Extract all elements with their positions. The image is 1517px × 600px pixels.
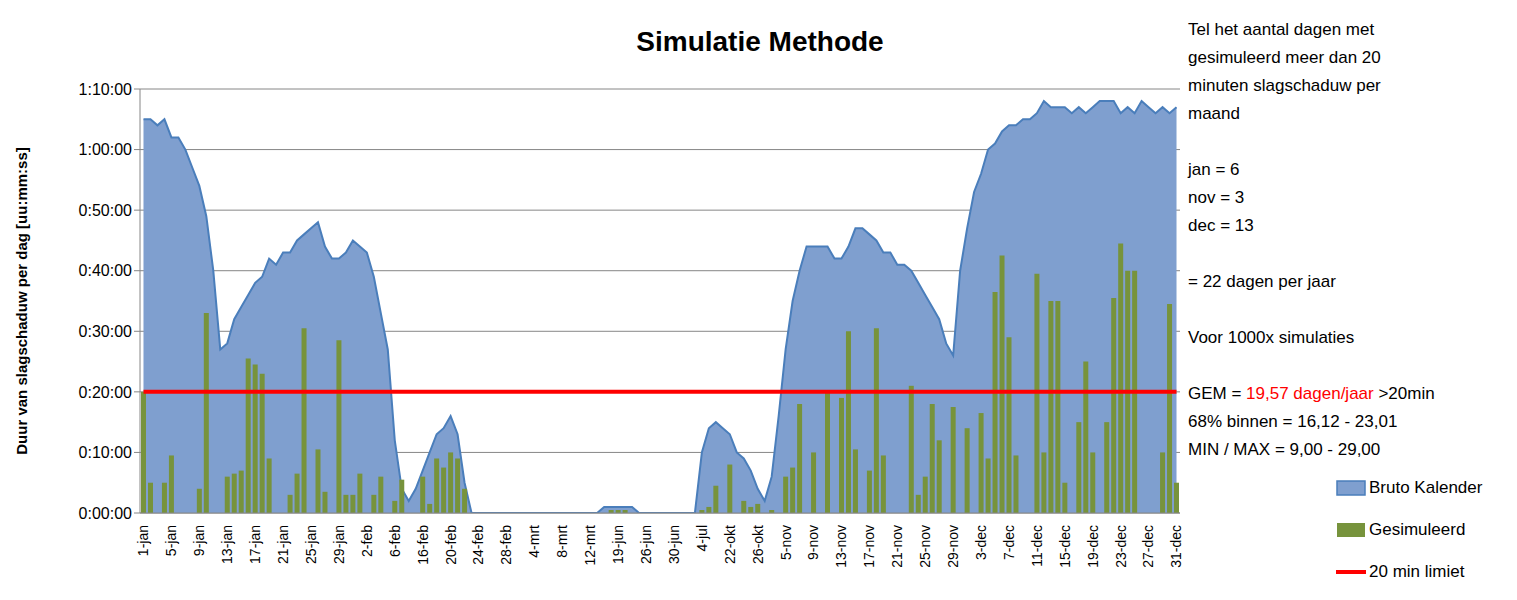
html-text:MIN / MAX = 9,00 - 29,00: MIN / MAX = 9,00 - 29,00 <box>1188 440 1381 459</box>
svg-text:2-feb: 2-feb <box>359 525 375 557</box>
svg-text:13-jan: 13-jan <box>219 525 235 564</box>
html-text:Bruto Kalender: Bruto Kalender <box>1369 478 1483 497</box>
svg-text:21-nov: 21-nov <box>889 525 905 568</box>
svg-text:11-dec: 11-dec <box>1029 525 1045 567</box>
svg-text:22-okt: 22-okt <box>722 525 738 564</box>
svg-text:6-feb: 6-feb <box>387 525 403 557</box>
svg-text:16-feb: 16-feb <box>415 525 431 565</box>
svg-text:13-nov: 13-nov <box>833 525 849 568</box>
svg-text:27-dec: 27-dec <box>1140 525 1156 568</box>
svg-text:28-feb: 28-feb <box>498 525 514 565</box>
svg-text:3-dec: 3-dec <box>973 525 989 560</box>
svg-text:26-okt: 26-okt <box>750 525 766 564</box>
svg-text:24-feb: 24-feb <box>470 525 486 565</box>
svg-text:1:00:00: 1:00:00 <box>79 141 132 158</box>
svg-text:0:20:00: 0:20:00 <box>79 384 132 401</box>
html-text:Simulatie Methode: Simulatie Methode <box>636 26 884 57</box>
html-text:gesimuleerd meer dan 20: gesimuleerd meer dan 20 <box>1188 48 1381 67</box>
svg-text:29-jan: 29-jan <box>331 525 347 564</box>
html-text:Gesimuleerd: Gesimuleerd <box>1369 520 1466 539</box>
svg-text:0:00:00: 0:00:00 <box>79 505 132 522</box>
svg-text:26-jun: 26-jun <box>638 525 654 564</box>
html-text:jan = 6: jan = 6 <box>1188 160 1240 179</box>
svg-text:17-nov: 17-nov <box>861 525 877 568</box>
svg-text:4-jul: 4-jul <box>694 525 710 551</box>
html-text:Tel het aantal dagen met: Tel het aantal dagen met <box>1188 20 1375 39</box>
svg-text:0:50:00: 0:50:00 <box>79 202 132 219</box>
svg-text:25-nov: 25-nov <box>917 525 933 568</box>
svg-text:0:30:00: 0:30:00 <box>79 323 132 340</box>
svg-text:5-nov: 5-nov <box>778 525 794 560</box>
svg-text:1:10:00: 1:10:00 <box>79 81 132 98</box>
html-text:GEM = 19,57 dagen/jaar >20min: GEM = 19,57 dagen/jaar >20min <box>1188 384 1435 403</box>
svg-text:25-jan: 25-jan <box>303 525 319 564</box>
html-text:dec = 13: dec = 13 <box>1188 216 1254 235</box>
html-text:Duur van slagschaduw per dag [: Duur van slagschaduw per dag [uu:mm:ss] <box>13 147 30 455</box>
svg-text:29-nov: 29-nov <box>945 525 961 568</box>
svg-text:4-mrt: 4-mrt <box>526 525 542 558</box>
html-text:68% binnen = 16,12 - 23,01: 68% binnen = 16,12 - 23,01 <box>1188 412 1398 431</box>
svg-text:5-jan: 5-jan <box>163 525 179 556</box>
svg-text:0:40:00: 0:40:00 <box>79 262 132 279</box>
svg-text:20-feb: 20-feb <box>443 525 459 565</box>
html-text:maand: maand <box>1188 104 1240 123</box>
svg-text:9-nov: 9-nov <box>805 525 821 560</box>
svg-text:19-dec: 19-dec <box>1085 525 1101 568</box>
svg-text:9-jan: 9-jan <box>191 525 207 556</box>
svg-text:7-dec: 7-dec <box>1001 525 1017 560</box>
html-text:Voor 1000x simulaties: Voor 1000x simulaties <box>1188 328 1355 347</box>
html-text:20 min limiet: 20 min limiet <box>1369 562 1465 581</box>
svg-text:21-jan: 21-jan <box>275 525 291 564</box>
svg-text:15-dec: 15-dec <box>1057 525 1073 568</box>
svg-text:31-dec: 31-dec <box>1168 525 1184 568</box>
svg-text:12-mrt: 12-mrt <box>582 525 598 566</box>
svg-text:19-jun: 19-jun <box>610 525 626 564</box>
svg-text:23-dec: 23-dec <box>1113 525 1129 568</box>
svg-text:0:10:00: 0:10:00 <box>79 444 132 461</box>
html-text:minuten slagschaduw per: minuten slagschaduw per <box>1188 76 1381 95</box>
html-text:= 22 dagen per jaar: = 22 dagen per jaar <box>1188 272 1336 291</box>
svg-text:1-jan: 1-jan <box>135 525 151 556</box>
svg-text:8-mrt: 8-mrt <box>554 525 570 558</box>
svg-text:17-jan: 17-jan <box>247 525 263 564</box>
html-text:nov = 3: nov = 3 <box>1188 188 1245 207</box>
svg-text:30-jun: 30-jun <box>666 525 682 564</box>
